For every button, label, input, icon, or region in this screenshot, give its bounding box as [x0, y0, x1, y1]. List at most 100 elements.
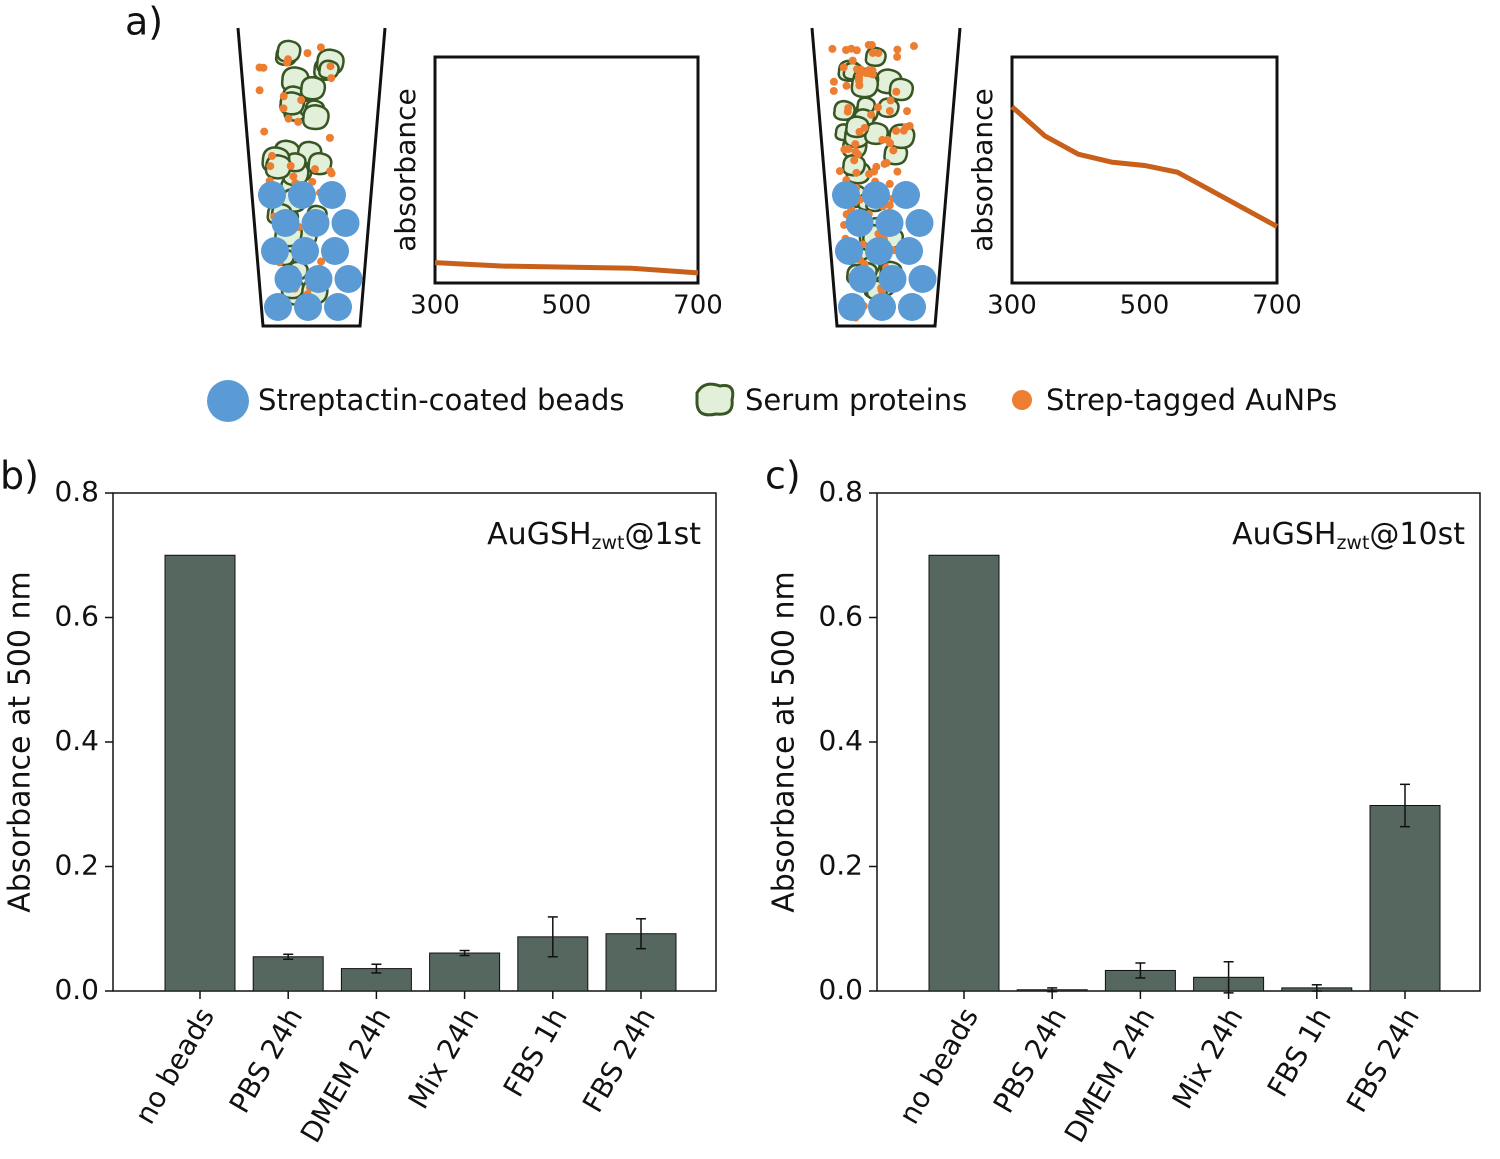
error-bar [1135, 962, 1146, 979]
bead [334, 265, 363, 293]
bead [835, 237, 863, 265]
aunp [279, 92, 288, 101]
error-bar [1223, 960, 1234, 994]
error-bar [459, 949, 470, 957]
aunp [892, 126, 901, 135]
legend-label: Serum proteins [745, 383, 967, 417]
bead [304, 265, 333, 293]
aunp [842, 45, 851, 54]
y-tick-label: 0.4 [54, 724, 99, 757]
aunp [909, 42, 918, 51]
y-tick-label: 0.4 [818, 724, 863, 757]
aunp [905, 121, 914, 130]
aunp [893, 167, 902, 176]
aunp [868, 48, 877, 57]
x-tick-label: 300 [410, 291, 460, 321]
aunp [839, 63, 848, 72]
bead [865, 237, 893, 265]
x-tick-label: no beads [128, 1002, 221, 1130]
aunp [843, 107, 852, 116]
error-bar [283, 953, 294, 961]
aunp [874, 49, 883, 58]
aunp [259, 63, 268, 72]
bead [274, 265, 303, 293]
annotation: AuGSHzwt@1st [487, 517, 701, 554]
aunp [279, 104, 288, 113]
x-tick-label: Mix 24h [402, 1002, 486, 1114]
x-tick-label: 700 [1252, 291, 1302, 321]
bar [928, 554, 1000, 992]
x-tick-label: PBS 24h [223, 1002, 309, 1119]
bead [294, 293, 322, 321]
bead [301, 209, 330, 237]
bead [895, 237, 923, 265]
y-tick-label: 0.6 [818, 600, 863, 633]
annotation-rest: @1st [625, 517, 702, 552]
aunp [311, 165, 320, 174]
aunp [850, 156, 859, 165]
x-tick-label: Mix 24h [1166, 1002, 1250, 1114]
aunp [289, 172, 298, 181]
aunp [844, 145, 853, 154]
aunp [864, 41, 873, 50]
annotation-sub: zwt [1336, 532, 1369, 554]
x-tick-label: FBS 1h [1261, 1002, 1338, 1103]
bead [331, 209, 360, 237]
y-tick-label: 0.0 [818, 973, 863, 1006]
aunp [903, 107, 912, 116]
aunp [874, 103, 883, 112]
y-tick-label: 0.8 [818, 475, 863, 508]
aunp [868, 66, 877, 75]
aunp [889, 146, 898, 155]
aunp [829, 86, 838, 95]
bar [164, 554, 236, 992]
legend-label: Strep-tagged AuNPs [1046, 383, 1337, 417]
aunp [327, 169, 336, 178]
aunp [303, 49, 312, 58]
legend-bead [207, 380, 249, 422]
bead [875, 209, 904, 237]
x-tick-label: no beads [892, 1002, 985, 1130]
aunp [286, 161, 295, 170]
aunp [852, 168, 861, 177]
aunp [317, 257, 326, 266]
bar [252, 956, 324, 992]
aunp [325, 133, 334, 142]
annotation-sub: zwt [592, 532, 625, 554]
aunp [851, 147, 860, 156]
bead [898, 293, 926, 321]
bead [908, 265, 937, 293]
aunp [893, 52, 902, 61]
bead [321, 237, 349, 265]
bead [324, 293, 352, 321]
aunp [829, 77, 838, 86]
aunp [327, 74, 336, 83]
y-tick-label: 0.8 [54, 475, 99, 508]
aunp [882, 158, 891, 167]
y-tick-label: 0.2 [54, 849, 99, 882]
x-tick-label: 500 [1120, 291, 1170, 321]
y-tick-label: 0.0 [54, 973, 99, 1006]
panel-label: b) [0, 454, 39, 498]
y-axis-label: Absorbance at 500 nm [767, 571, 802, 913]
panel-label: c) [765, 454, 801, 498]
bead [291, 237, 319, 265]
bead [848, 265, 877, 293]
aunp [848, 56, 857, 65]
aunp [883, 135, 892, 144]
legend-aunp [1012, 390, 1032, 410]
bead [845, 209, 874, 237]
bead [258, 181, 286, 209]
x-tick-label: PBS 24h [987, 1002, 1073, 1119]
y-axis-label: Absorbance at 500 nm [3, 571, 38, 913]
aunp [886, 96, 895, 105]
error-bar [1047, 987, 1058, 993]
y-tick-label: 0.6 [54, 600, 99, 633]
x-tick-label: 500 [542, 291, 592, 321]
aunp [294, 117, 303, 126]
bead [832, 181, 860, 209]
bead [905, 209, 934, 237]
aunp [266, 162, 275, 171]
aunp [854, 76, 863, 85]
